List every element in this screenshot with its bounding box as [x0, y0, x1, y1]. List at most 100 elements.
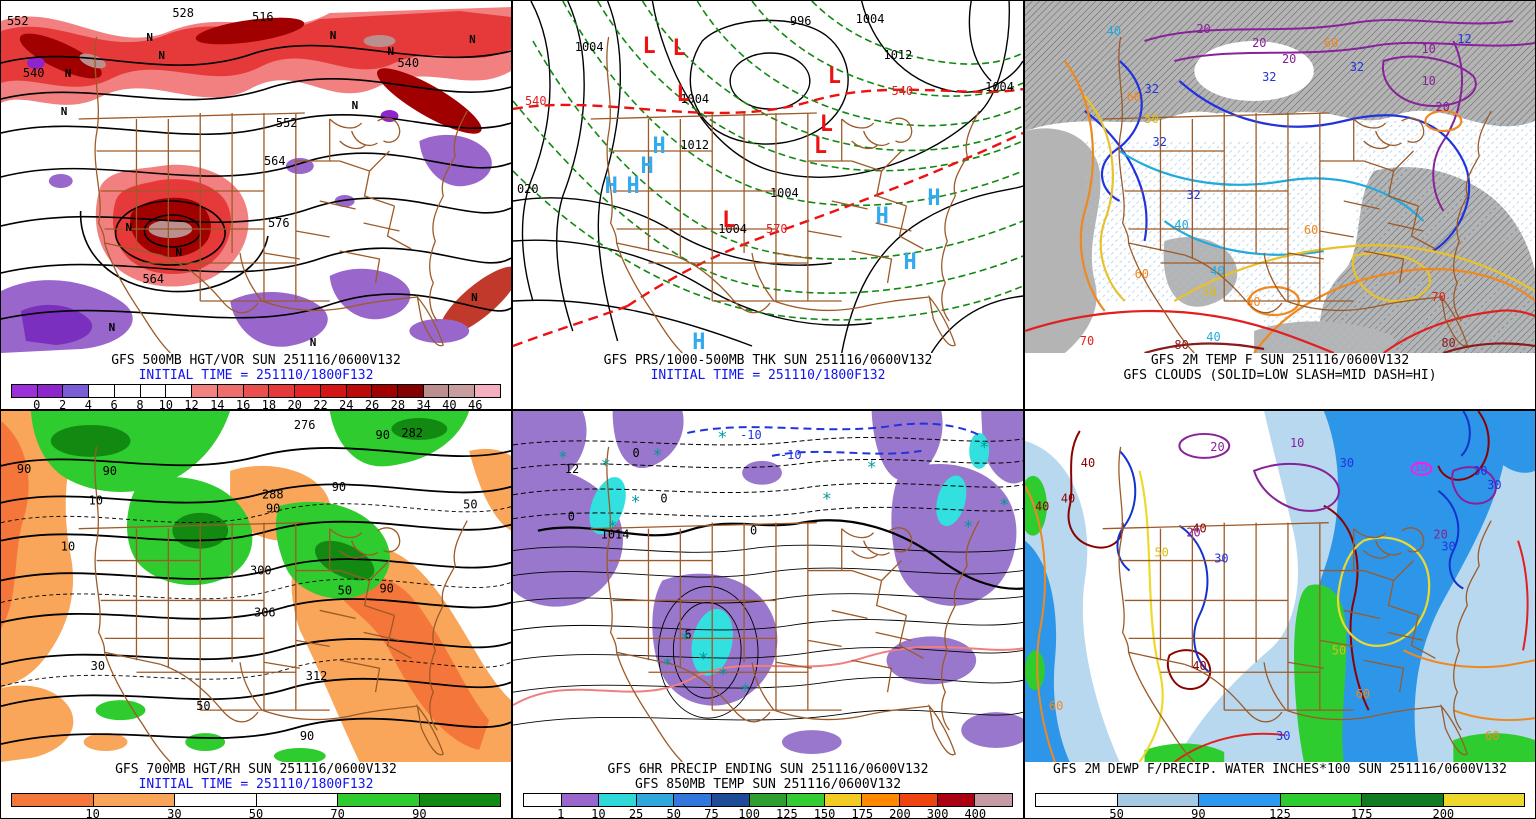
colorbar-segment [12, 385, 38, 397]
map-label: H [641, 154, 654, 179]
map-label: L [814, 134, 827, 159]
colorbar-label: 25 [628, 807, 644, 819]
caption-line1: GFS 6HR PRECIP ENDING SUN 251116/0600V13… [607, 762, 929, 777]
colorbar-segment [636, 794, 675, 806]
colorbar-segment [398, 385, 424, 397]
colorbar-segment [63, 385, 90, 397]
map-label: 1004 [985, 80, 1014, 94]
panel-2m-temp-clouds: 20 20 20 10 10 20 32 32 12 32 32 32 40 40 40 40 50 50 60 60… [1024, 0, 1536, 410]
caption-dewp: GFS 2M DEWP F/PRECIP. WATER INCHES*100 S… [1025, 762, 1535, 792]
colorbar-segment [175, 794, 257, 806]
colorbar-segment [320, 385, 347, 397]
colorbar-bar [11, 384, 501, 398]
map-label: 552 [7, 14, 29, 28]
colorbar-segment [269, 385, 296, 397]
map-label: 1004 [856, 12, 885, 26]
map-label: 12 [565, 462, 579, 476]
colorbar-label: 150 [813, 807, 836, 819]
colorbar-segment [12, 794, 94, 806]
caption-line2: GFS CLOUDS (SOLID=LOW SLASH=MID DASH=HI) [1123, 368, 1437, 383]
map-label: N [471, 291, 478, 304]
colorbar-label: 75 [704, 807, 719, 819]
map-label: 50 [1202, 285, 1216, 299]
map-label: N [387, 45, 394, 58]
map-label: 80 [1174, 338, 1188, 352]
colorbar-segment [787, 794, 825, 806]
colorbar-segment [217, 385, 244, 397]
caption-line2: GFS 850MB TEMP SUN 251116/0600V132 [634, 777, 902, 792]
map-label: N [310, 336, 317, 349]
colorbar-label: 50 [666, 807, 681, 819]
map-label: * [822, 489, 832, 509]
map-label: 70 [1431, 290, 1445, 304]
colorbar-label: 200 [1432, 807, 1455, 819]
colorbar-label: 6 [110, 398, 118, 410]
panel-700mb-hgt-rh: 276 282 90 90 90 288 90 90 10 50 300 50 90 306 312 50 90… [0, 410, 512, 819]
map-label: 40 [1107, 24, 1121, 38]
map-label: 50 [1145, 112, 1159, 126]
colorbar-labels: 1 10 25 50 75 100 125 150 175 200 300 400 [523, 807, 1013, 819]
colorbar-label: 125 [1269, 807, 1291, 819]
map-label: 90 [17, 462, 31, 476]
map-label: 516 [252, 10, 274, 24]
colorbar-segment [674, 794, 713, 806]
colorbar-labels: 10 30 50 70 90 [11, 807, 501, 819]
colorbar-labels: 50 90 125 175 200 [1035, 807, 1525, 819]
colorbar-bar [523, 793, 1013, 807]
map-label: 12 [1457, 32, 1471, 46]
caption-line1: GFS PRS/1000-500MB THK SUN 251116/0600V1… [603, 353, 933, 368]
map-label: * [608, 517, 618, 537]
map-label: H [652, 134, 665, 159]
colorbar-labels: 0 2 4 6 8 10 12 14 16 18 20 22 24 26 28 34 40 46 [11, 398, 501, 410]
map-label: H [927, 186, 940, 211]
colorbar-segment [93, 794, 175, 806]
map-label: 1012 [680, 138, 709, 152]
map-label: 564 [264, 154, 286, 168]
map-label: 90 [103, 464, 117, 478]
map-label: N [352, 99, 359, 112]
panel-6hr-precip-850temp: 12 0 0 1014 0 6 0 -10 -10 * * * * * * * * * * * * * * * * GFS 6H… [512, 410, 1024, 819]
map-label: 60 [1049, 699, 1063, 713]
colorbar-label: 90 [1191, 807, 1206, 819]
map-label: 6 [684, 627, 691, 641]
map-label: * [652, 445, 662, 465]
map-label: N [61, 105, 68, 118]
colorbar-label: 26 [364, 398, 380, 410]
map-label: L [820, 112, 833, 137]
colorbar-segment [449, 385, 476, 397]
map-prs-thickness: 1004 996 1004 1012 1004 1004 1012 020 1004 1004 54… [513, 1, 1023, 353]
map-label: 312 [306, 669, 328, 683]
colorbar-label: 14 [210, 398, 225, 410]
colorbar-rh: 10 30 50 70 90 [11, 793, 501, 819]
map-label: 540 [23, 66, 45, 80]
caption-line2: INITIAL TIME = 251110/1800F132 [138, 368, 374, 383]
map-label: 80 [1441, 336, 1455, 350]
colorbar-segment [423, 385, 450, 397]
colorbar-label: 2 [58, 398, 67, 410]
map-label: 32 [1350, 60, 1364, 74]
map-label: 32 [1153, 135, 1167, 149]
map-label: 540 [892, 84, 914, 98]
map-label: H [876, 204, 889, 229]
colorbar-label: 90 [412, 807, 427, 819]
map-label: N [158, 49, 165, 62]
map-label: 50 [1332, 643, 1346, 657]
map-label: 90 [380, 581, 394, 595]
map-label: 540 [525, 94, 547, 108]
map-label: 32 [1186, 188, 1200, 202]
caption-line1: GFS 2M DEWP F/PRECIP. WATER INCHES*100 S… [1053, 762, 1507, 777]
map-label: 0 [750, 524, 757, 538]
map-label: 570 [766, 222, 788, 236]
colorbar-segment [1280, 794, 1362, 806]
map-label: * [999, 495, 1009, 515]
map-label: * [963, 517, 973, 537]
map-label: 528 [172, 6, 194, 20]
colorbar-segment [372, 385, 399, 397]
colorbar-segment [192, 385, 218, 397]
map-label: N [146, 31, 153, 44]
caption-2m-temp: GFS 2M TEMP F SUN 251116/0600V132 GFS CL… [1025, 353, 1535, 383]
colorbar-segment [824, 794, 863, 806]
map-label: 30 [1276, 729, 1290, 743]
map-label: 0 [633, 446, 640, 460]
caption-precip: GFS 6HR PRECIP ENDING SUN 251116/0600V13… [513, 762, 1023, 792]
